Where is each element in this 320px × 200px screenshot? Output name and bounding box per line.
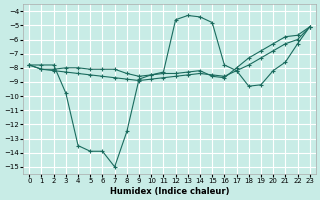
X-axis label: Humidex (Indice chaleur): Humidex (Indice chaleur) — [110, 187, 229, 196]
